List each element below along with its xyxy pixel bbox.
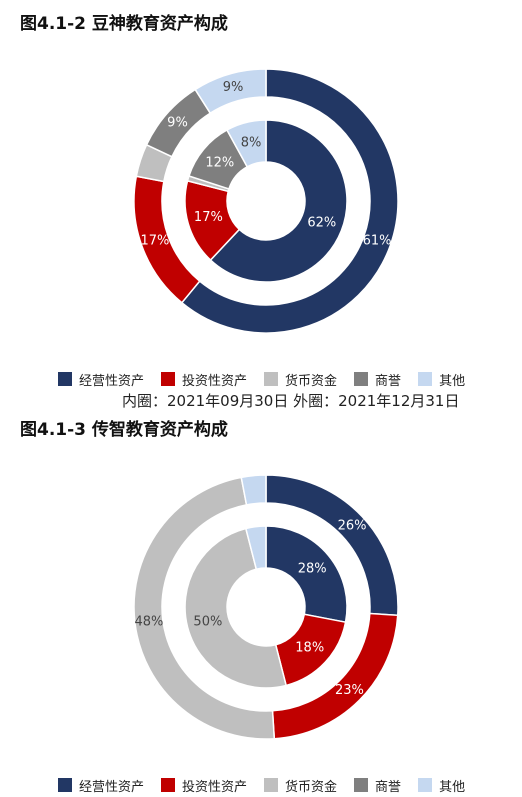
chart-1-legend: 经营性资产 投资性资产 货币资金 商誉 其他 [58, 370, 482, 389]
chart-1-legend-item-2: 货币资金 [264, 370, 337, 389]
chart-2-ring-separator [170, 511, 362, 703]
chart-1-legend-label-4: 其他 [439, 373, 466, 389]
chart-2-inner-slice-2 [184, 527, 288, 689]
chart-1-outer-label-1: 17% [141, 233, 170, 248]
chart-1-legend-label-0: 经营性资产 [79, 373, 145, 389]
chart-1-date-note: 内圈：2021年09月30日 外圈：2021年12月31日 [122, 392, 460, 410]
chart-1-inner-label-4: 8% [241, 135, 262, 150]
chart-2-inner-label-1: 18% [295, 641, 324, 656]
chart-2-outer-label-2: 48% [134, 614, 163, 629]
chart-1-outer-label-3: 9% [167, 115, 188, 130]
chart-2-legend-label-1: 投资性资产 [182, 779, 248, 795]
chart-1-legend-item-4: 其他 [418, 370, 465, 389]
chart-2-legend-swatch-4 [418, 778, 433, 792]
chart-2-inner-label-0: 28% [298, 561, 327, 576]
chart-1-legend-swatch-1 [161, 372, 176, 386]
chart-2-outer-slice-2 [133, 476, 276, 740]
chart-2-outer-slice-4 [240, 474, 267, 506]
chart-1-ring-separator [170, 105, 362, 297]
chart-2-legend-item-2: 货币资金 [264, 776, 337, 795]
chart-2-legend-label-0: 经营性资产 [79, 779, 145, 795]
chart-2-outer-label-0: 26% [338, 519, 367, 534]
chart-1-legend-swatch-3 [354, 372, 369, 386]
chart-2-legend-item-3: 商誉 [354, 776, 401, 795]
chart-1-legend-item-1: 投资性资产 [161, 370, 247, 389]
chart-2-legend-swatch-3 [354, 778, 369, 792]
chart-1-outer-slice-0 [180, 68, 399, 334]
chart-2-inner-slice-0 [265, 525, 348, 624]
chart-2-legend-swatch-1 [161, 778, 176, 792]
chart-1-outer-slice-4 [194, 68, 267, 115]
chart-1-inner-label-3: 12% [205, 155, 234, 170]
chart-2-legend-label-4: 其他 [439, 779, 466, 795]
chart-1-donut: 61% 17% 9% 9% 62% 17% 12% 8% [133, 68, 399, 334]
chart-2-legend-swatch-2 [264, 778, 279, 792]
chart-2-donut: 26% 23% 48% 28% 18% 50% [133, 474, 399, 740]
chart-1-legend-item-0: 经营性资产 [58, 370, 144, 389]
chart-1-title: 图4.1-2 豆神教育资产构成 [20, 14, 228, 34]
chart-1-legend-label-3: 商誉 [375, 373, 402, 389]
chart-1-legend-swatch-4 [418, 372, 433, 386]
chart-2-legend-item-0: 经营性资产 [58, 776, 144, 795]
chart-2-legend-item-1: 投资性资产 [161, 776, 247, 795]
chart-2-legend-swatch-0 [58, 778, 72, 792]
chart-2-legend: 经营性资产 投资性资产 货币资金 商誉 其他 [58, 776, 482, 795]
chart-2-legend-label-3: 商誉 [375, 779, 402, 795]
chart-1-legend-item-3: 商誉 [354, 370, 401, 389]
chart-2-legend-item-4: 其他 [418, 776, 465, 795]
chart-1-outer-label-4: 9% [223, 80, 244, 95]
chart-2-inner-slice-4 [244, 525, 267, 571]
chart-1-legend-label-1: 投资性资产 [182, 373, 248, 389]
chart-2-outer-label-1: 23% [335, 683, 364, 698]
chart-1-inner-label-1: 17% [194, 210, 223, 225]
chart-1-inner-label-0: 62% [307, 216, 336, 231]
chart-1-legend-label-2: 货币资金 [285, 373, 338, 389]
chart-1-legend-swatch-2 [264, 372, 279, 386]
chart-1-legend-swatch-0 [58, 372, 72, 386]
chart-1-outer-label-0: 61% [363, 233, 392, 248]
chart-2-inner-label-2: 50% [193, 614, 222, 629]
chart-1-inner-slice-4 [225, 119, 267, 168]
chart-2-legend-label-2: 货币资金 [285, 779, 338, 795]
chart-2-title: 图4.1-3 传智教育资产构成 [20, 420, 228, 440]
chart-1-inner-slice-0 [209, 119, 348, 283]
